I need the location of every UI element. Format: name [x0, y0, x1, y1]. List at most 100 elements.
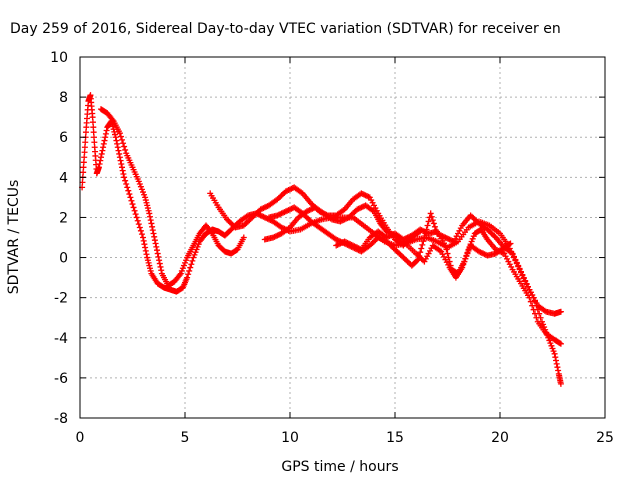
data-point: [552, 354, 559, 361]
data-point: [421, 234, 428, 241]
data-point: [182, 259, 188, 266]
data-point: [180, 262, 187, 269]
data-point: [462, 255, 469, 262]
data-point: [417, 249, 424, 256]
data-point: [82, 139, 89, 146]
y-axis-title: SDTVAR / TECUs: [6, 180, 22, 295]
data-point: [128, 197, 135, 204]
data-point: [428, 213, 435, 220]
data-point: [518, 268, 524, 275]
data-point: [82, 129, 89, 136]
data-point: [120, 170, 127, 177]
data-point: [117, 157, 124, 164]
data-point: [152, 240, 159, 247]
data-points: [79, 92, 564, 387]
data-point: [156, 260, 163, 267]
data-point: [130, 204, 137, 211]
data-point: [125, 187, 132, 194]
data-point: [240, 234, 247, 241]
data-point: [135, 178, 142, 185]
data-point: [99, 147, 106, 154]
data-point: [121, 174, 128, 181]
data-point: [81, 154, 88, 161]
data-point: [91, 139, 98, 146]
data-point: [447, 262, 454, 269]
data-point: [153, 243, 160, 250]
series-sat-e: [266, 204, 564, 317]
data-point: [414, 257, 421, 264]
data-point: [509, 250, 516, 257]
data-point: [194, 243, 201, 250]
data-point: [98, 150, 105, 157]
data-point: [208, 229, 215, 236]
data-point: [469, 235, 476, 242]
series-sat-b: [98, 106, 247, 289]
series-sat-c: [207, 184, 424, 249]
data-point: [142, 244, 149, 251]
data-point: [516, 265, 523, 272]
data-point: [547, 340, 554, 347]
data-point: [147, 265, 153, 272]
data-point: [137, 227, 144, 234]
data-point: [119, 164, 125, 171]
data-point: [557, 308, 564, 315]
x-tick-label: 20: [491, 430, 509, 446]
data-point: [149, 227, 156, 234]
data-point: [507, 240, 514, 247]
data-point: [468, 238, 475, 245]
data-point: [522, 277, 529, 284]
data-point: [553, 360, 560, 367]
data-point: [515, 262, 522, 269]
data-point: [119, 136, 125, 143]
data-point: [103, 127, 110, 134]
data-point: [80, 169, 87, 176]
data-point: [132, 211, 139, 218]
data-point: [116, 130, 123, 137]
data-point: [143, 251, 150, 258]
data-point: [142, 247, 149, 254]
data-point: [97, 157, 104, 164]
data-point: [527, 298, 534, 305]
data-point: [113, 137, 120, 144]
data-point: [140, 189, 146, 196]
data-point: [520, 274, 527, 281]
data-point: [525, 283, 531, 290]
data-point: [149, 223, 156, 230]
data-point: [135, 221, 142, 228]
data-point: [176, 271, 183, 278]
data-point: [550, 348, 557, 355]
y-tick-label: 4: [59, 170, 68, 186]
data-point: [548, 342, 555, 349]
y-tick-label: 6: [59, 130, 68, 146]
series-sat-a: [79, 92, 564, 387]
data-point: [131, 207, 138, 214]
data-point: [124, 184, 131, 191]
data-point: [81, 144, 88, 151]
data-point: [151, 233, 158, 240]
data-point: [133, 214, 140, 221]
data-point: [146, 262, 153, 269]
data-point: [427, 210, 434, 217]
data-point: [102, 134, 109, 141]
data-point: [415, 256, 422, 263]
data-point: [530, 306, 537, 313]
data-point: [141, 191, 148, 198]
data-point: [506, 241, 513, 248]
data-point: [443, 246, 450, 253]
data-point: [150, 230, 157, 237]
data-point: [147, 213, 153, 220]
x-axis-title: GPS time / hours: [281, 459, 398, 475]
data-point: [122, 146, 129, 153]
data-point: [464, 250, 471, 257]
data-point: [178, 267, 185, 274]
chart-title: Day 259 of 2016, Sidereal Day-to-day VTE…: [10, 21, 561, 37]
x-tick-label: 25: [596, 430, 614, 446]
data-point: [123, 181, 130, 188]
data-point: [142, 197, 149, 204]
y-tick-label: -2: [54, 291, 68, 307]
data-point: [156, 257, 163, 264]
data-point: [418, 245, 425, 252]
x-tick-label: 5: [181, 430, 190, 446]
data-point: [551, 350, 558, 357]
